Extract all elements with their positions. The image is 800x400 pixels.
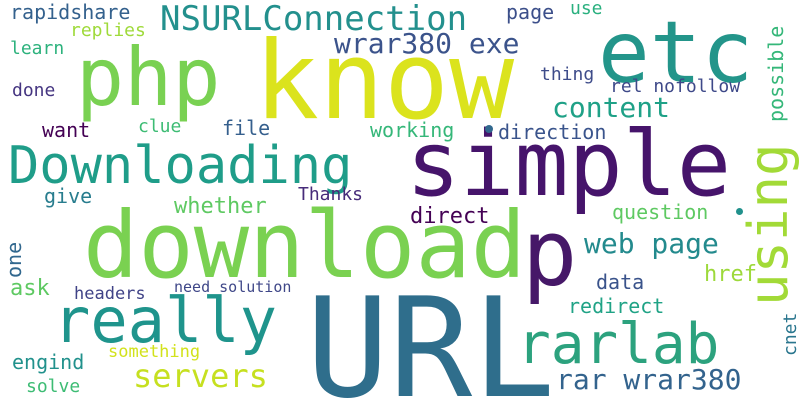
word-href: href	[704, 262, 757, 287]
word-direct: direct	[410, 204, 490, 229]
word-headers: headers	[74, 284, 146, 304]
word-rapidshare: rapidshare	[10, 0, 131, 24]
word-possible: possible	[764, 25, 788, 122]
word-page: page	[506, 0, 555, 24]
word-clue: clue	[138, 116, 182, 137]
word-give: give	[44, 184, 93, 208]
word-nsurlconnection: NSURLConnection	[160, 0, 468, 39]
word-use: use	[570, 0, 603, 19]
word-php: php	[76, 31, 221, 124]
word-file: file	[222, 116, 271, 140]
word-rel-nofollow: rel nofollow	[610, 76, 741, 97]
word-thanks: Thanks	[298, 184, 364, 205]
decor-dot	[485, 125, 493, 133]
word-p: p	[522, 200, 578, 307]
word-question: question	[612, 200, 709, 224]
word-ask: ask	[10, 276, 50, 301]
word-data: data	[596, 270, 645, 294]
word-servers: servers	[133, 357, 268, 395]
word-really: really	[53, 284, 277, 357]
word-want: want	[42, 118, 91, 142]
word-etc: etc	[598, 3, 754, 103]
word-replies: replies	[70, 20, 146, 41]
word-downloading: Downloading	[8, 136, 353, 196]
word-learn: learn	[10, 38, 65, 59]
word-something: something	[108, 342, 201, 362]
word-simple: simple	[406, 112, 732, 217]
word-one: one	[2, 241, 26, 278]
word-know: know	[254, 19, 515, 144]
word-direction: direction	[498, 120, 607, 144]
word-thing: thing	[540, 64, 595, 85]
word-rarlab: rarlab	[517, 312, 720, 377]
word-download: download	[83, 192, 527, 299]
word-redirect: redirect	[568, 294, 665, 318]
word-wrar380-exe: wrar380 exe	[334, 27, 520, 60]
word-cnet: cnet	[780, 312, 800, 356]
word-content: content	[552, 91, 671, 124]
word-done: done	[12, 80, 56, 101]
decor-dot	[736, 208, 743, 215]
word-whether: whether	[174, 194, 267, 219]
word-solve: solve	[26, 376, 81, 397]
word-rar-wrar380: rar wrar380	[556, 363, 742, 396]
word-need-solution: need solution	[174, 278, 292, 296]
word-working: working	[370, 118, 455, 142]
word-url: URL	[306, 268, 556, 400]
word-engind: engind	[12, 350, 85, 374]
word-web-page: web page	[584, 227, 719, 260]
